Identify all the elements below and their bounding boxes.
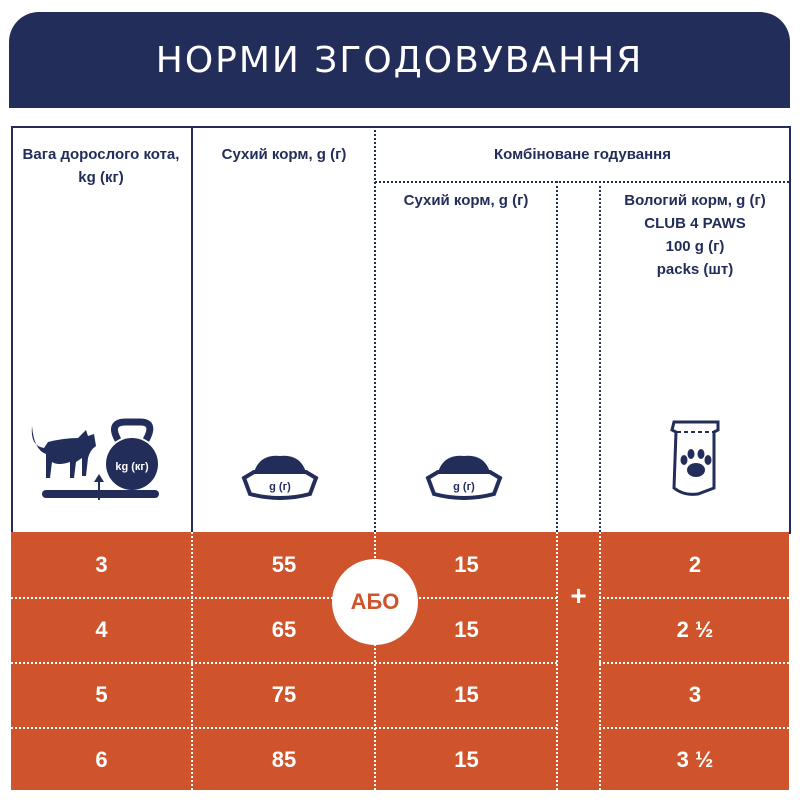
food-bowl-icon: g (г) — [425, 455, 503, 500]
header-wet-line: packs (шт) — [656, 261, 734, 278]
plus-column-bg — [558, 533, 599, 790]
cell-wet: 3 — [688, 682, 702, 707]
cell-combined-dry: 15 — [454, 747, 479, 772]
cell-wet: 2 — [688, 552, 702, 577]
weight-icon-label: kg (кг) — [115, 461, 149, 473]
cell-weight: 4 — [95, 617, 108, 642]
column-divider — [556, 532, 558, 790]
title-banner: НОРМИ ЗГОДОВУВАННЯ — [9, 12, 790, 108]
paw-pouch-icon — [670, 420, 720, 496]
row-divider — [11, 727, 789, 729]
plus-sign: + — [570, 580, 587, 611]
header-combined: Комбіноване годування — [494, 146, 671, 163]
header-wet-line: Вологий корм, g (г) — [624, 192, 766, 209]
header-weight: Вага дорослого кота, kg (кг) — [22, 146, 180, 186]
bowl-label: g (г) — [269, 481, 291, 493]
cell-wet: 3 ½ — [676, 747, 714, 772]
header-subdivider — [375, 181, 789, 183]
header-wet: Вологий корм, g (г) CLUB 4 PAWS 100 g (г… — [601, 189, 789, 281]
row-divider — [11, 662, 789, 664]
cell-combined-dry: 15 — [454, 552, 479, 577]
column-divider — [191, 532, 193, 790]
cat-on-scale-kettlebell-icon: kg (кг) — [31, 418, 159, 500]
header-combined-dry: Сухий корм, g (г) — [403, 192, 529, 209]
header-wet-line: 100 g (г) — [665, 238, 725, 255]
cell-dry: 75 — [271, 682, 297, 707]
bowl-label: g (г) — [453, 481, 475, 493]
cell-weight: 6 — [95, 747, 108, 772]
or-badge: АБО — [332, 559, 418, 645]
cell-dry: 85 — [271, 747, 297, 772]
page-title: НОРМИ ЗГОДОВУВАННЯ — [155, 39, 644, 81]
column-divider — [191, 126, 193, 532]
cell-weight: 3 — [95, 552, 108, 577]
cell-dry: 65 — [271, 617, 297, 642]
header-dry: Сухий корм, g (г) — [221, 146, 347, 163]
cell-dry: 55 — [271, 552, 297, 577]
column-divider — [599, 181, 601, 532]
cell-combined-dry: 15 — [454, 617, 479, 642]
cell-wet: 2 ½ — [676, 617, 714, 642]
column-divider — [374, 532, 376, 790]
column-divider — [599, 532, 601, 790]
cell-combined-dry: 15 — [454, 682, 479, 707]
column-divider — [374, 126, 376, 532]
header-wet-line: CLUB 4 PAWS — [644, 215, 746, 232]
cell-weight: 5 — [95, 682, 108, 707]
column-divider — [556, 181, 558, 532]
food-bowl-icon: g (г) — [241, 455, 319, 500]
